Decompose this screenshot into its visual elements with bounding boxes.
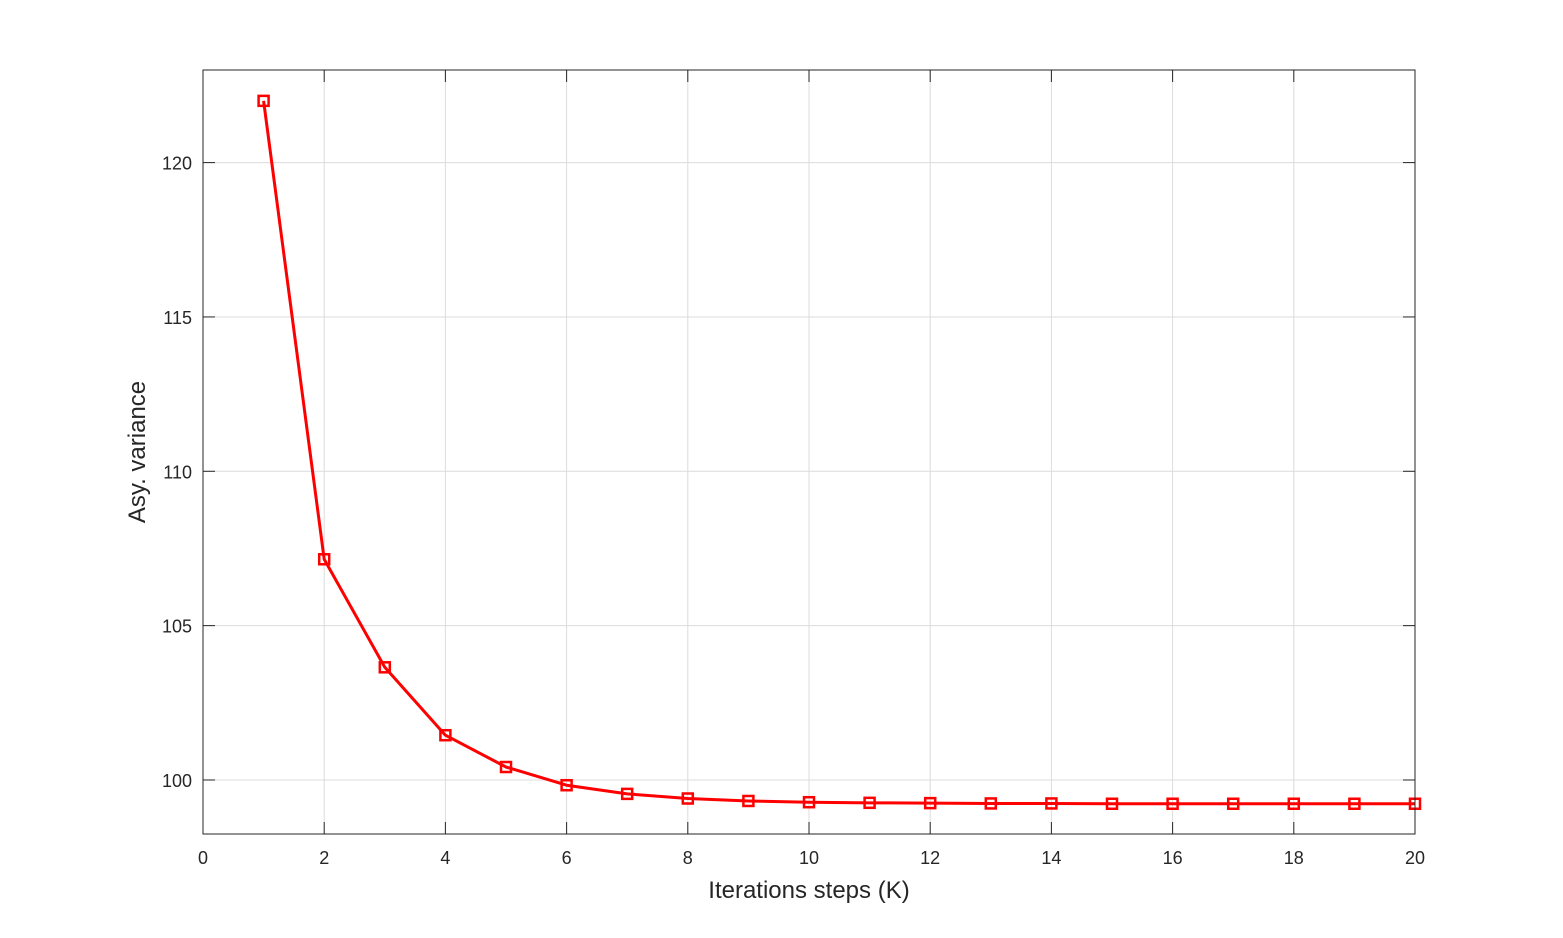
data-point-marker [1348, 797, 1361, 810]
data-point-marker [742, 794, 755, 808]
series-line [262, 100, 1415, 806]
x-tick-label: 16 [1163, 848, 1183, 868]
x-tick-label: 4 [440, 848, 450, 868]
axes-frame [202, 69, 1416, 835]
data-point-marker [1166, 797, 1179, 810]
ticks: 0 2 4 6 8 10 12 14 16 18 20 100 105 110 115 120 [162, 70, 1425, 868]
x-tick-label: 2 [319, 848, 329, 868]
y-tick-label: 115 [163, 308, 192, 328]
data-point-marker [1105, 797, 1119, 810]
y-tick-label: 120 [162, 154, 192, 174]
data-point-marker [499, 760, 513, 774]
x-tick-label: 18 [1284, 848, 1304, 868]
data-point-marker [984, 797, 998, 810]
data-point-marker [802, 795, 816, 809]
data-point-marker [560, 778, 573, 792]
data-point-marker [1226, 797, 1240, 810]
data-point-marker [1045, 797, 1058, 810]
x-tick-label: 6 [562, 848, 572, 868]
data-point-marker [863, 796, 876, 810]
y-tick-label: 105 [162, 617, 192, 637]
x-tick-label: 20 [1405, 848, 1425, 868]
data-point-marker [317, 553, 331, 566]
data-point-marker [378, 661, 392, 674]
data-point-marker [620, 787, 634, 801]
data-point-marker [681, 792, 695, 805]
x-tick-label: 10 [799, 848, 819, 868]
y-tick-label: 110 [163, 462, 192, 482]
x-tick-label: 12 [920, 848, 940, 868]
x-tick-label: 14 [1041, 848, 1061, 868]
y-tick-label: 100 [162, 771, 192, 791]
data-point-marker [923, 796, 937, 810]
data-point-marker [257, 94, 270, 108]
x-tick-label: 8 [683, 848, 693, 868]
data-point-marker [439, 728, 452, 742]
y-axis-label: Asy. variance [124, 381, 151, 523]
series-layer [257, 94, 1422, 810]
x-tick-label: 0 [198, 848, 208, 868]
data-point-marker [1287, 797, 1301, 810]
x-axis-label: Iterations steps (K) [708, 877, 909, 904]
